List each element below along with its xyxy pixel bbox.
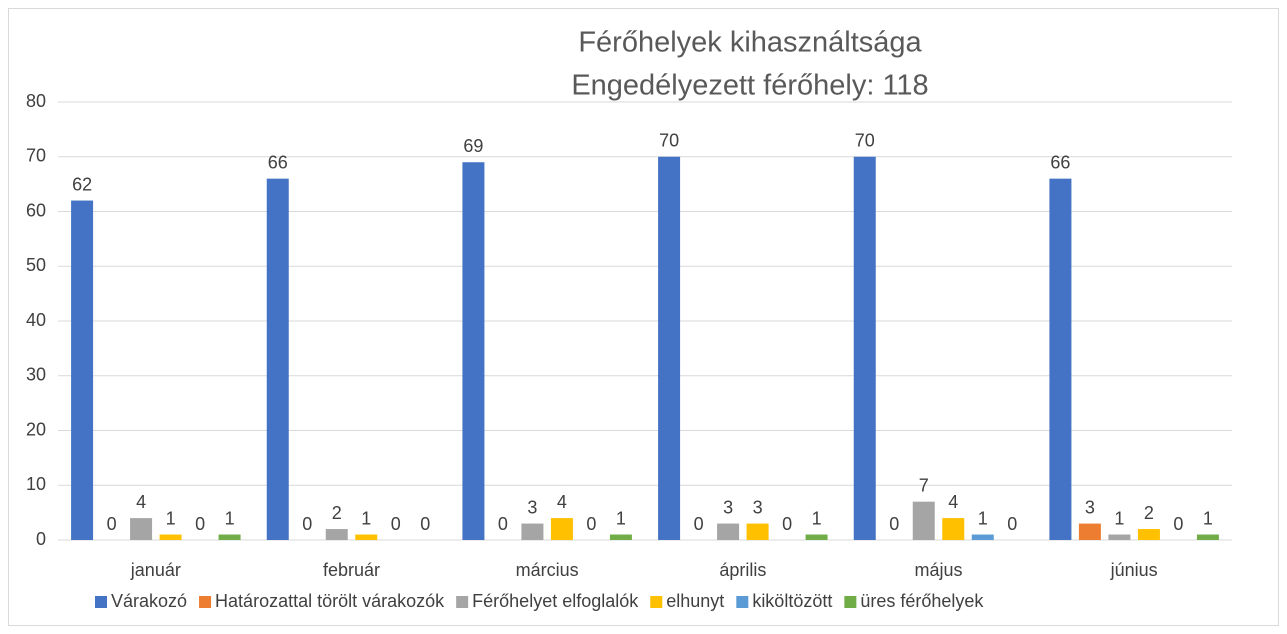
- data-label: 66: [268, 152, 288, 172]
- bar: [521, 523, 544, 540]
- legend-label: kiköltözött: [752, 591, 832, 611]
- data-label: 1: [978, 508, 988, 528]
- data-label: 66: [1050, 152, 1070, 172]
- legend-swatch: [844, 596, 857, 608]
- data-label: 1: [225, 508, 235, 528]
- bar: [218, 534, 241, 540]
- data-label: 7: [919, 475, 929, 495]
- bar: [71, 200, 94, 541]
- data-label: 0: [586, 514, 596, 534]
- y-tick-label: 60: [26, 200, 46, 220]
- bar: [942, 518, 965, 540]
- legend-label: üres férőhelyek: [860, 591, 984, 611]
- bar: [266, 178, 289, 540]
- data-label: 1: [1114, 508, 1124, 528]
- bar: [1108, 534, 1131, 540]
- bar: [550, 518, 573, 540]
- data-label: 0: [420, 514, 430, 534]
- data-label: 0: [694, 514, 704, 534]
- data-label: 1: [166, 508, 176, 528]
- legend-label: elhunyt: [666, 591, 724, 611]
- data-label: 0: [391, 514, 401, 534]
- data-label: 4: [557, 492, 567, 512]
- bar: [325, 529, 348, 540]
- y-tick-label: 20: [26, 419, 46, 439]
- data-label: 70: [855, 131, 875, 151]
- bar: [805, 534, 828, 540]
- data-label: 0: [1173, 514, 1183, 534]
- data-label: 0: [889, 514, 899, 534]
- bar: [462, 162, 485, 540]
- bar: [130, 518, 153, 540]
- legend-swatch: [650, 596, 663, 608]
- legend-swatch: [95, 596, 107, 608]
- legend-label: Várakozó: [111, 591, 187, 611]
- data-label: 1: [361, 508, 371, 528]
- data-label: 3: [527, 497, 537, 517]
- bar: [355, 534, 378, 540]
- data-label: 0: [1007, 514, 1017, 534]
- bar: [746, 523, 769, 540]
- x-tick-label: február: [323, 560, 380, 580]
- data-label: 4: [136, 492, 146, 512]
- data-label: 69: [463, 136, 483, 156]
- data-label: 4: [948, 492, 958, 512]
- data-label: 0: [498, 514, 508, 534]
- data-label: 1: [812, 508, 822, 528]
- x-tick-label: március: [516, 560, 579, 580]
- data-label: 2: [332, 503, 342, 523]
- data-label: 1: [616, 508, 626, 528]
- data-label: 0: [107, 514, 117, 534]
- legend-swatch: [199, 596, 212, 608]
- bar: [1137, 529, 1160, 540]
- legend-swatch: [456, 596, 469, 608]
- y-tick-label: 50: [26, 255, 46, 275]
- data-label: 0: [782, 514, 792, 534]
- y-tick-label: 80: [26, 91, 46, 111]
- bar: [1196, 534, 1219, 540]
- x-tick-label: május: [914, 560, 962, 580]
- legend-label: Határozattal törölt várakozók: [215, 591, 445, 611]
- chart-title: Férőhelyek kihasználtsága: [578, 27, 922, 59]
- bar: [159, 534, 182, 540]
- data-label: 1: [1203, 508, 1213, 528]
- y-tick-label: 70: [26, 146, 46, 166]
- x-tick-label: június: [1110, 560, 1158, 580]
- data-label: 70: [659, 131, 679, 151]
- bar: [658, 156, 681, 540]
- bar: [1049, 178, 1072, 540]
- bar: [912, 501, 935, 540]
- legend-swatch: [736, 596, 749, 608]
- y-tick-label: 40: [26, 310, 46, 330]
- y-tick-label: 10: [26, 474, 46, 494]
- data-label: 0: [302, 514, 312, 534]
- bar: [853, 156, 876, 540]
- legend-label: Férőhelyet elfoglalók: [472, 591, 639, 611]
- chart-subtitle: Engedélyezett férőhely: 118: [571, 70, 928, 102]
- data-label: 0: [195, 514, 205, 534]
- data-label: 62: [72, 174, 92, 194]
- x-tick-label: január: [130, 560, 181, 580]
- bar: [1078, 523, 1101, 540]
- data-label: 3: [723, 497, 733, 517]
- y-tick-label: 30: [26, 365, 46, 385]
- x-tick-label: április: [719, 560, 766, 580]
- y-tick-label: 0: [36, 529, 46, 549]
- data-label: 2: [1144, 503, 1154, 523]
- bar: [717, 523, 740, 540]
- data-label: 3: [1085, 497, 1095, 517]
- bar: [609, 534, 632, 540]
- bar: [971, 534, 994, 540]
- data-label: 3: [753, 497, 763, 517]
